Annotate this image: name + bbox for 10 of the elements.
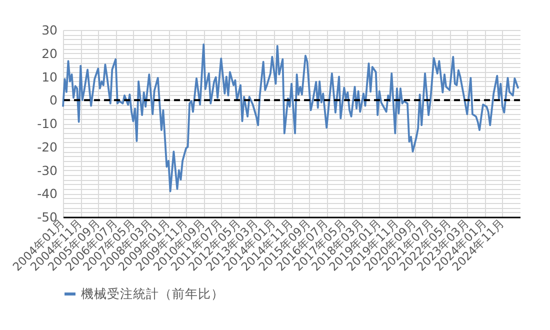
y-tick-label: 20 <box>42 46 58 61</box>
y-tick-label: -20 <box>37 139 58 154</box>
y-tick-label: 30 <box>42 22 58 38</box>
y-tick-label: 10 <box>42 69 58 84</box>
legend-label: 機械受注統計（前年比） <box>81 286 224 301</box>
y-tick-label: -30 <box>37 162 58 178</box>
line-series <box>62 44 520 192</box>
y-tick-label: -10 <box>37 116 58 131</box>
y-tick-label: -40 <box>37 186 58 202</box>
y-tick-label: 0 <box>50 92 58 108</box>
